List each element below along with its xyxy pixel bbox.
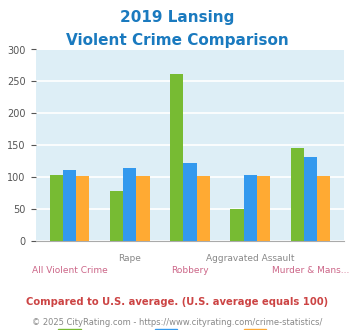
Bar: [136, 176, 149, 241]
Bar: [244, 175, 257, 241]
Text: Rape: Rape: [118, 254, 141, 263]
Text: All Violent Crime: All Violent Crime: [32, 266, 107, 275]
Bar: [290, 148, 304, 241]
Text: 2019 Lansing: 2019 Lansing: [120, 10, 235, 25]
Bar: [183, 163, 197, 241]
Bar: [123, 168, 136, 241]
Bar: [63, 170, 76, 241]
Bar: [110, 191, 123, 241]
Bar: [197, 176, 210, 241]
Bar: [304, 157, 317, 241]
Legend: Lansing, Illinois, National: Lansing, Illinois, National: [53, 324, 327, 330]
Text: Murder & Mans...: Murder & Mans...: [272, 266, 349, 275]
Bar: [230, 209, 244, 241]
Text: Robbery: Robbery: [171, 266, 209, 275]
Text: Aggravated Assault: Aggravated Assault: [206, 254, 294, 263]
Bar: [76, 176, 89, 241]
Bar: [257, 176, 270, 241]
Bar: [50, 175, 63, 241]
Bar: [317, 176, 330, 241]
Text: Violent Crime Comparison: Violent Crime Comparison: [66, 33, 289, 48]
Text: © 2025 CityRating.com - https://www.cityrating.com/crime-statistics/: © 2025 CityRating.com - https://www.city…: [32, 318, 323, 327]
Bar: [170, 74, 183, 241]
Text: Compared to U.S. average. (U.S. average equals 100): Compared to U.S. average. (U.S. average …: [26, 297, 329, 307]
